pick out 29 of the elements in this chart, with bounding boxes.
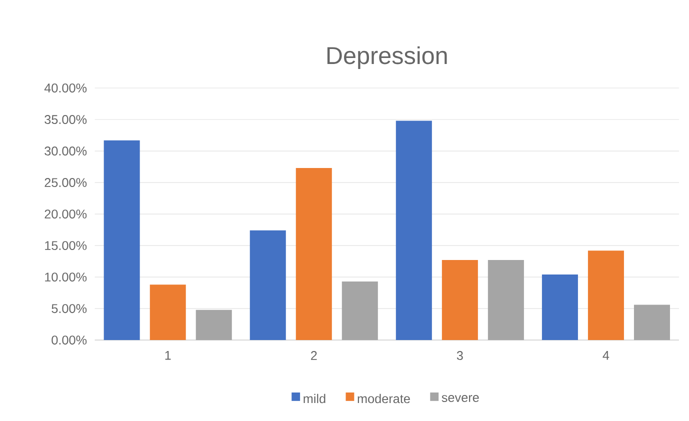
bar	[342, 282, 378, 340]
bar	[150, 284, 186, 340]
y-tick-label: 25.00%	[44, 178, 87, 188]
bar	[634, 304, 670, 340]
y-tick-label: 35.00%	[44, 115, 87, 124]
x-tick-label: 1	[165, 351, 171, 360]
bar	[104, 140, 140, 340]
bar	[196, 310, 232, 340]
x-tick-label: 2	[311, 351, 317, 360]
y-tick-label: 30.00%	[44, 146, 87, 156]
y-tick-label: 10.00%	[45, 272, 87, 282]
legend-label: severe	[442, 395, 479, 402]
bar	[296, 168, 332, 340]
y-tick-label: 40.00%	[44, 84, 87, 93]
y-tick-label: 20.00%	[44, 210, 87, 219]
bar	[542, 274, 578, 340]
y-tick-label: 5.00%	[52, 304, 87, 314]
bar	[588, 250, 624, 340]
y-tick-label: 0.00%	[52, 336, 87, 345]
legend-label: mild	[304, 394, 326, 404]
bar	[488, 260, 524, 340]
legend-label: moderate	[358, 394, 410, 404]
x-tick-label: 4	[602, 351, 610, 360]
chart-title: Depression	[327, 46, 447, 70]
bar	[396, 120, 432, 340]
bar	[250, 230, 286, 340]
y-tick-label: 15.00%	[45, 241, 87, 250]
x-tick-label: 3	[456, 351, 463, 360]
bar	[442, 260, 478, 340]
